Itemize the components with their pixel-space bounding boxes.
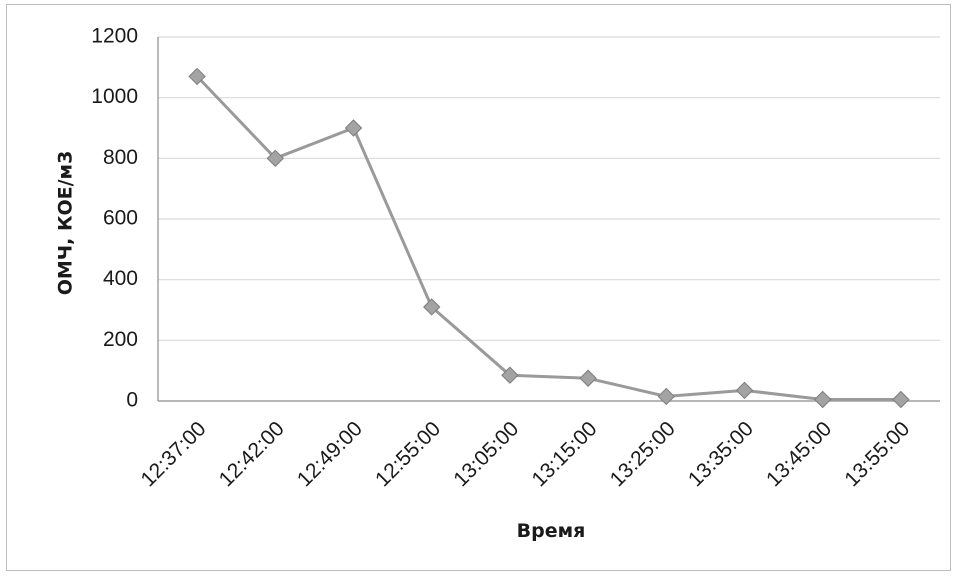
gridlines xyxy=(158,37,940,340)
x-tick-label: 13:25:00 xyxy=(606,417,680,491)
series-layer xyxy=(189,68,909,407)
y-tick-label: 800 xyxy=(103,146,138,169)
x-tick-label: 12:37:00 xyxy=(136,417,210,491)
y-tick-label: 0 xyxy=(126,389,138,412)
data-point xyxy=(580,370,596,386)
y-axis-title: ОМЧ, КОЕ/м3 xyxy=(55,151,77,296)
y-tick-label: 1200 xyxy=(91,25,138,48)
y-tick-labels: 0 200 400 600 800 1000 1200 xyxy=(91,25,138,412)
data-point xyxy=(346,120,362,136)
x-tick-label: 12:49:00 xyxy=(293,417,367,491)
data-point xyxy=(893,391,909,407)
x-tick-label: 12:42:00 xyxy=(215,417,289,491)
data-point xyxy=(815,391,831,407)
data-point xyxy=(737,382,753,398)
y-tick-label: 1000 xyxy=(91,85,138,108)
x-tick-label: 13:05:00 xyxy=(449,417,523,491)
data-point xyxy=(658,388,674,404)
x-tick-label: 12:55:00 xyxy=(371,417,445,491)
x-axis-title: Время xyxy=(517,520,586,542)
y-tick-label: 400 xyxy=(103,267,138,290)
y-tick-label: 200 xyxy=(103,328,138,351)
y-tick-label: 600 xyxy=(103,207,138,230)
series-line xyxy=(197,76,901,399)
x-tick-label: 13:35:00 xyxy=(684,417,758,491)
x-tick-label: 13:55:00 xyxy=(840,417,914,491)
x-tick-label: 13:45:00 xyxy=(762,417,836,491)
x-tick-label: 13:15:00 xyxy=(527,417,601,491)
x-tick-labels: 12:37:00 12:42:00 12:49:00 12:55:00 13:05:00… xyxy=(136,417,914,491)
